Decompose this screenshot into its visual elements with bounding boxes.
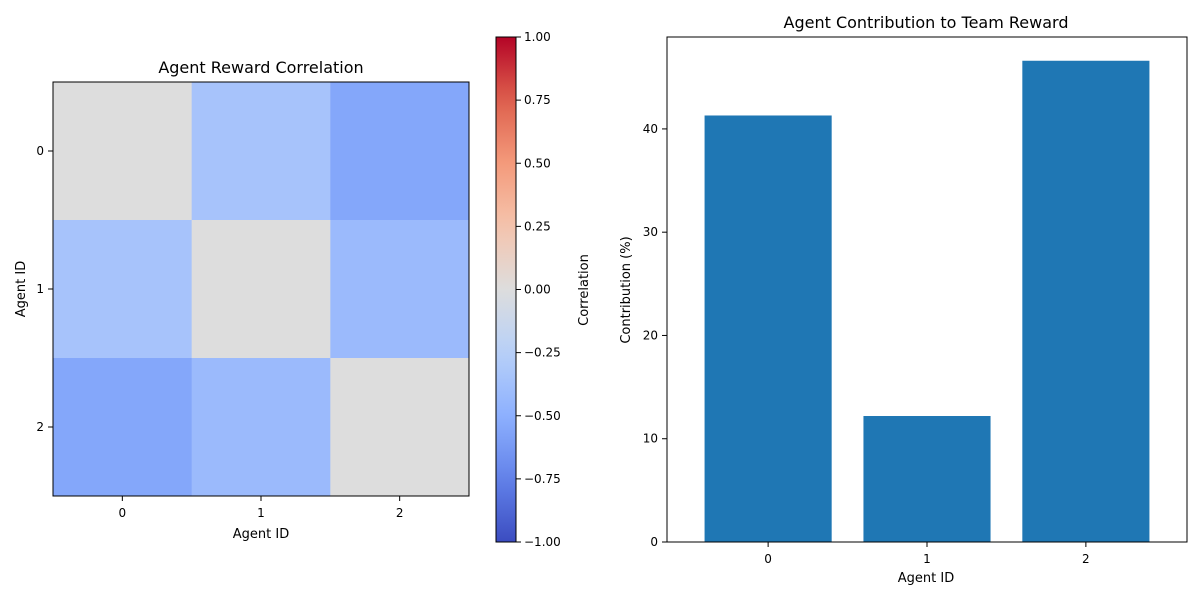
heatmap-cell-2-2 xyxy=(330,358,470,497)
colorbar-tick-label: −0.25 xyxy=(524,346,561,360)
heatmap-cells xyxy=(53,82,470,497)
heatmap-x-tick-label: 2 xyxy=(396,506,404,520)
heatmap-cell-1-1 xyxy=(191,220,331,359)
bar-y-tick-label: 10 xyxy=(643,432,658,446)
heatmap-cell-2-0 xyxy=(53,358,193,497)
bar-y-tick-label: 20 xyxy=(643,328,658,342)
heatmap-cell-0-1 xyxy=(191,82,331,221)
colorbar: −1.00 −0.75 −0.50 −0.25 0.00 0.25 0.50 0.75 1.00… xyxy=(495,30,592,549)
heatmap-title: Agent Reward Correlation xyxy=(158,58,363,77)
bar-x-tick-label: 0 xyxy=(764,552,772,566)
bar-y-ticks: 0 10 20 30 40 xyxy=(643,122,667,549)
colorbar-tick-label: 0.25 xyxy=(524,219,551,233)
colorbar-label: Correlation xyxy=(577,254,592,326)
colorbar-gradient xyxy=(496,37,516,542)
heatmap-y-axis-label: Agent ID xyxy=(14,261,29,317)
bar-agent-2 xyxy=(1022,60,1150,542)
bar-chart-title: Agent Contribution to Team Reward xyxy=(784,13,1069,32)
colorbar-tick-label: 0.00 xyxy=(524,283,551,297)
bar-y-tick-label: 0 xyxy=(650,535,658,549)
bar-x-ticks: 0 1 2 xyxy=(764,542,1090,566)
heatmap-x-axis-label: Agent ID xyxy=(233,527,289,542)
colorbar-tick-label: 0.50 xyxy=(524,156,551,170)
bar-y-tick-label: 40 xyxy=(643,122,658,136)
colorbar-tick-label: −0.50 xyxy=(524,409,561,423)
bar-x-tick-label: 1 xyxy=(923,552,931,566)
colorbar-tick-label: −1.00 xyxy=(524,535,561,549)
colorbar-ticks: −1.00 −0.75 −0.50 −0.25 0.00 0.25 0.50 0.75 1.00 xyxy=(516,30,561,549)
heatmap-panel: Agent Reward Correlation 0 1 2 0 1 2 Agent I… xyxy=(14,58,470,542)
colorbar-tick-label: 1.00 xyxy=(524,30,551,44)
heatmap-x-tick-label: 1 xyxy=(257,506,265,520)
colorbar-tick-label: −0.75 xyxy=(524,472,561,486)
bar-x-tick-label: 2 xyxy=(1082,552,1090,566)
heatmap-y-ticks: 0 1 2 xyxy=(36,144,53,434)
bars xyxy=(704,60,1150,543)
heatmap-y-tick-label: 1 xyxy=(36,282,44,296)
bar-y-axis-label: Contribution (%) xyxy=(619,236,634,343)
colorbar-tick-label: 0.75 xyxy=(524,93,551,107)
bar-y-tick-label: 30 xyxy=(643,225,658,239)
bar-x-axis-label: Agent ID xyxy=(898,571,954,586)
heatmap-x-ticks: 0 1 2 xyxy=(119,496,404,520)
bar-agent-0 xyxy=(704,115,832,543)
heatmap-y-tick-label: 2 xyxy=(36,420,44,434)
heatmap-cell-2-1 xyxy=(191,358,331,497)
heatmap-cell-1-0 xyxy=(53,220,193,359)
heatmap-cell-0-0 xyxy=(53,82,193,221)
heatmap-cell-1-2 xyxy=(330,220,470,359)
heatmap-x-tick-label: 0 xyxy=(119,506,127,520)
heatmap-y-tick-label: 0 xyxy=(36,144,44,158)
bar-panel: Agent Contribution to Team Reward 0 1 2 0 1… xyxy=(619,13,1188,586)
heatmap-cell-0-2 xyxy=(330,82,470,221)
bar-agent-1 xyxy=(863,416,991,542)
